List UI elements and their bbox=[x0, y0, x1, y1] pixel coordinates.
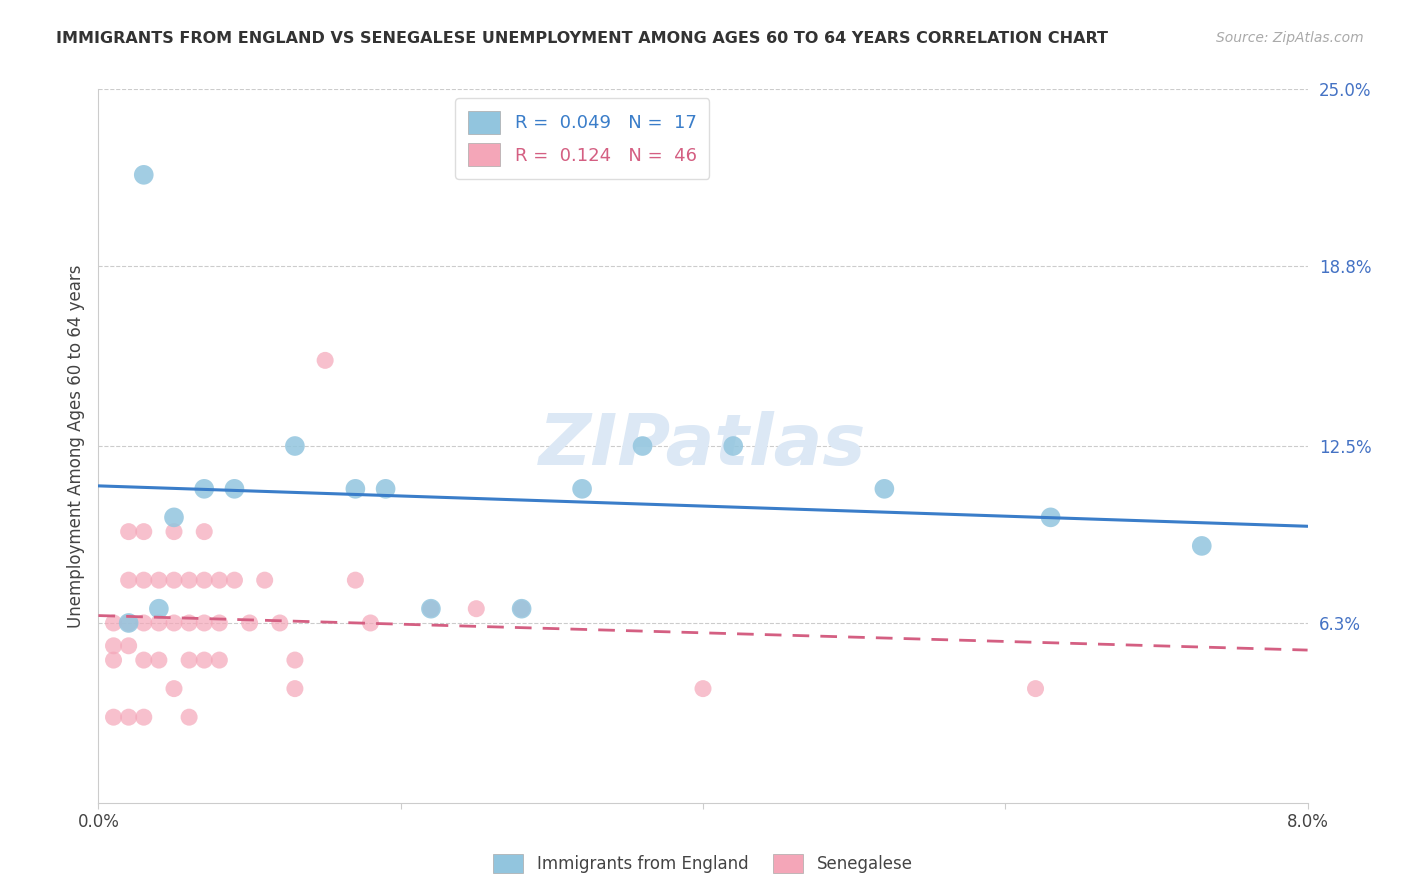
Point bbox=[148, 601, 170, 615]
Point bbox=[193, 615, 215, 630]
Point bbox=[344, 482, 367, 496]
Point bbox=[163, 573, 186, 587]
Point bbox=[510, 601, 533, 615]
Point bbox=[314, 353, 336, 368]
Point bbox=[1039, 510, 1062, 524]
Point bbox=[224, 482, 246, 496]
Point bbox=[179, 710, 201, 724]
Point bbox=[723, 439, 745, 453]
Point bbox=[179, 653, 201, 667]
Point bbox=[118, 639, 141, 653]
Point bbox=[239, 615, 262, 630]
Point bbox=[148, 615, 170, 630]
Text: ZIPatlas: ZIPatlas bbox=[540, 411, 866, 481]
Point bbox=[103, 615, 125, 630]
Point bbox=[253, 573, 276, 587]
Text: IMMIGRANTS FROM ENGLAND VS SENEGALESE UNEMPLOYMENT AMONG AGES 60 TO 64 YEARS COR: IMMIGRANTS FROM ENGLAND VS SENEGALESE UN… bbox=[56, 31, 1108, 46]
Point bbox=[374, 482, 396, 496]
Point bbox=[571, 482, 593, 496]
Point bbox=[148, 653, 170, 667]
Point bbox=[103, 710, 125, 724]
Point bbox=[103, 639, 125, 653]
Point bbox=[179, 615, 201, 630]
Point bbox=[132, 168, 155, 182]
Point bbox=[208, 615, 231, 630]
Point bbox=[631, 439, 654, 453]
Point bbox=[208, 653, 231, 667]
Point bbox=[163, 524, 186, 539]
Legend: Immigrants from England, Senegalese: Immigrants from England, Senegalese bbox=[486, 847, 920, 880]
Point bbox=[132, 615, 155, 630]
Point bbox=[193, 573, 215, 587]
Text: Source: ZipAtlas.com: Source: ZipAtlas.com bbox=[1216, 31, 1364, 45]
Point bbox=[1025, 681, 1047, 696]
Point bbox=[118, 615, 141, 630]
Point bbox=[132, 710, 155, 724]
Point bbox=[148, 573, 170, 587]
Point bbox=[208, 573, 231, 587]
Point bbox=[284, 653, 307, 667]
Point bbox=[132, 573, 155, 587]
Point bbox=[420, 601, 443, 615]
Point bbox=[163, 510, 186, 524]
Point bbox=[269, 615, 291, 630]
Point bbox=[118, 524, 141, 539]
Point bbox=[284, 681, 307, 696]
Point bbox=[103, 653, 125, 667]
Point bbox=[692, 681, 714, 696]
Point bbox=[344, 573, 367, 587]
Point bbox=[118, 710, 141, 724]
Point bbox=[132, 653, 155, 667]
Point bbox=[163, 615, 186, 630]
Point bbox=[510, 601, 533, 615]
Point bbox=[193, 653, 215, 667]
Point bbox=[284, 439, 307, 453]
Point bbox=[193, 524, 215, 539]
Point bbox=[179, 573, 201, 587]
Point bbox=[118, 615, 141, 630]
Point bbox=[193, 482, 215, 496]
Y-axis label: Unemployment Among Ages 60 to 64 years: Unemployment Among Ages 60 to 64 years bbox=[66, 264, 84, 628]
Point bbox=[420, 601, 443, 615]
Point bbox=[360, 615, 382, 630]
Point bbox=[132, 524, 155, 539]
Point bbox=[163, 681, 186, 696]
Point bbox=[118, 573, 141, 587]
Point bbox=[465, 601, 488, 615]
Point bbox=[873, 482, 896, 496]
Point bbox=[224, 573, 246, 587]
Point bbox=[1191, 539, 1213, 553]
